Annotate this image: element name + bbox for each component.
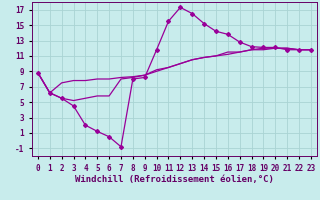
X-axis label: Windchill (Refroidissement éolien,°C): Windchill (Refroidissement éolien,°C): [75, 175, 274, 184]
